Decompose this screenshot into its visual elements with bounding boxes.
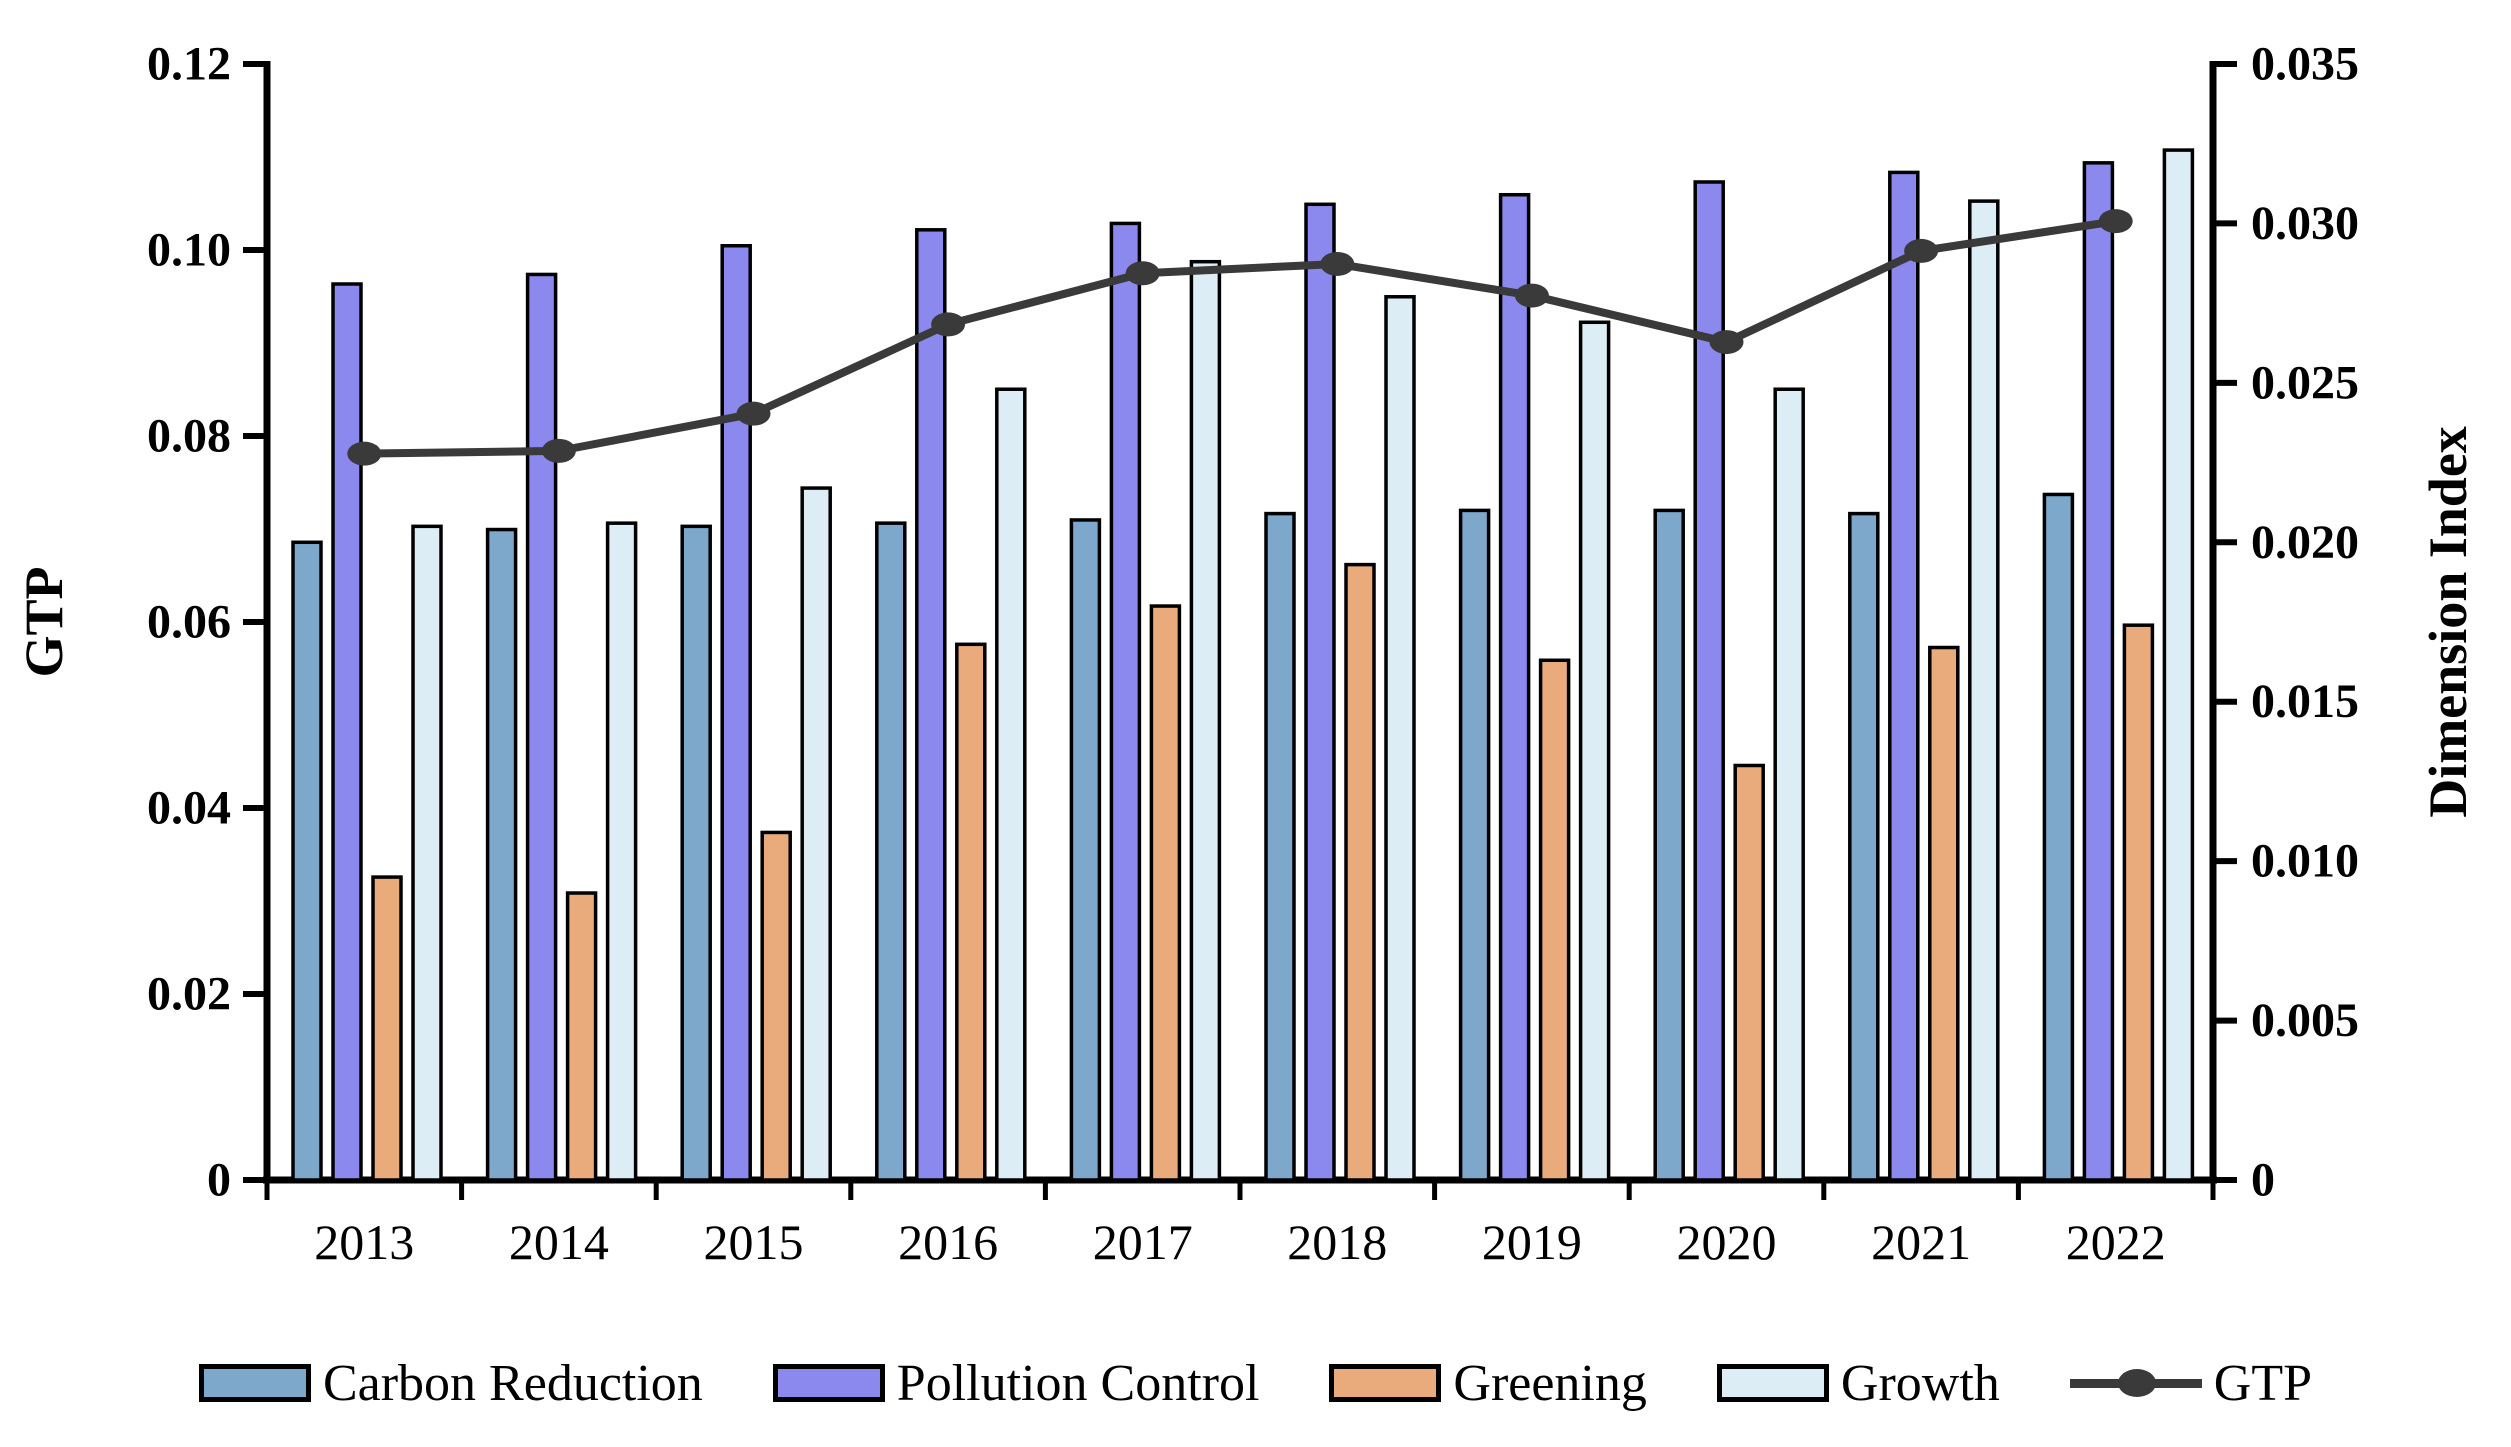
legend-item-carbon-reduction: Carbon Reduction xyxy=(198,1354,703,1413)
tick-and-year-labels: 0 0.02 0.04 0.06 0.08 0.10 0.12 0 0.005 0.010 0.01… xyxy=(147,38,2359,1271)
bar-carbon-reduction-2017 xyxy=(1069,518,1102,1182)
bar-greening-2016 xyxy=(955,642,987,1182)
legend-label: Carbon Reduction xyxy=(322,1354,703,1412)
legend-label: GTP xyxy=(2213,1354,2313,1412)
bar-growth-2022 xyxy=(2162,148,2195,1182)
x-axis-year-label: 2020 xyxy=(1677,1214,1777,1270)
left-tick-label: 0.12 xyxy=(147,38,231,91)
bar-greening-2015 xyxy=(760,830,792,1182)
bar-greening-2014 xyxy=(565,891,598,1182)
legend-label: Growth xyxy=(1840,1354,2000,1412)
bar-growth-2017 xyxy=(1189,259,1222,1182)
bar-pollution-control-2021 xyxy=(1888,170,1920,1182)
right-tick-label: 0.020 xyxy=(2251,516,2359,569)
right-tick-label: 0.030 xyxy=(2251,197,2359,250)
bar-greening-2021 xyxy=(1928,645,1960,1182)
bar-carbon-reduction-2015 xyxy=(680,524,712,1182)
x-axis-year-label: 2017 xyxy=(1093,1214,1193,1270)
chart-legend: Carbon Reduction Pollution Control Greenin… xyxy=(0,1338,2511,1428)
legend-item-gtp: GTP xyxy=(2069,1354,2313,1413)
gtp-marker-2013 xyxy=(347,441,382,466)
legend-item-pollution-control: Pollution Control xyxy=(772,1354,1260,1413)
bar-greening-2020 xyxy=(1733,763,1765,1182)
bar-carbon-reduction-2016 xyxy=(875,521,907,1182)
bar-carbon-reduction-2021 xyxy=(1848,511,1880,1182)
legend-swatch xyxy=(1329,1364,1442,1402)
legend-swatch xyxy=(772,1364,885,1402)
left-tick-label: 0.02 xyxy=(147,968,231,1021)
gtp-marker-2016 xyxy=(931,312,966,337)
right-tick-label: 0.005 xyxy=(2251,994,2359,1047)
bar-growth-2013 xyxy=(411,524,443,1182)
gtp-marker-2015 xyxy=(736,401,771,426)
bar-carbon-reduction-2020 xyxy=(1653,508,1685,1182)
bar-pollution-control-2017 xyxy=(1109,221,1142,1182)
x-axis-year-label: 2018 xyxy=(1287,1214,1387,1270)
bar-greening-2018 xyxy=(1344,562,1376,1182)
legend-item-growth: Growth xyxy=(1716,1354,2000,1413)
x-axis-year-label: 2022 xyxy=(2066,1214,2166,1270)
bar-carbon-reduction-2022 xyxy=(2042,492,2075,1182)
bar-growth-2014 xyxy=(605,521,638,1182)
bar-pollution-control-2015 xyxy=(720,243,752,1182)
legend-label: Pollution Control xyxy=(896,1354,1260,1412)
legend-swatch xyxy=(198,1364,311,1402)
bar-growth-2015 xyxy=(800,486,832,1182)
bar-growth-2016 xyxy=(995,387,1027,1182)
gtp-marker-2021 xyxy=(1904,238,1939,263)
gtp-marker-2018 xyxy=(1320,251,1355,276)
right-tick-label: 0.025 xyxy=(2251,356,2359,409)
legend-swatch xyxy=(1716,1364,1829,1402)
legend-line-marker xyxy=(2069,1368,2202,1398)
bar-greening-2022 xyxy=(2122,623,2155,1182)
x-axis-year-label: 2019 xyxy=(1482,1214,1582,1270)
bar-growth-2018 xyxy=(1384,295,1416,1182)
x-axis-year-label: 2016 xyxy=(898,1214,998,1270)
right-tick-label: 0.010 xyxy=(2251,835,2359,888)
gtp-marker-2022 xyxy=(2098,209,2133,234)
gtp-marker-2014 xyxy=(541,438,576,463)
bar-carbon-reduction-2019 xyxy=(1458,508,1491,1182)
bar-greening-2017 xyxy=(1149,604,1182,1182)
bar-pollution-control-2014 xyxy=(525,272,558,1182)
bar-growth-2021 xyxy=(1968,199,2000,1182)
bar-carbon-reduction-2013 xyxy=(291,540,323,1182)
x-axis-year-label: 2013 xyxy=(314,1214,414,1270)
bar-pollution-control-2016 xyxy=(915,228,947,1182)
bar-carbon-reduction-2014 xyxy=(485,527,518,1182)
left-tick-label: 0 xyxy=(207,1154,231,1207)
left-tick-label: 0.06 xyxy=(147,596,231,649)
x-axis-year-label: 2021 xyxy=(1871,1214,1971,1270)
left-tick-label: 0.04 xyxy=(147,782,231,835)
bars-layer xyxy=(291,148,2195,1182)
bar-carbon-reduction-2018 xyxy=(1264,511,1296,1182)
gtp-line xyxy=(364,217,2117,458)
right-tick-label: 0 xyxy=(2251,1154,2275,1207)
bar-pollution-control-2022 xyxy=(2082,161,2115,1182)
x-axis-year-label: 2014 xyxy=(509,1214,609,1270)
gtp-marker-2019 xyxy=(1514,283,1549,308)
x-axis-year-label: 2015 xyxy=(704,1214,804,1270)
legend-line-dot xyxy=(2117,1369,2156,1397)
right-axis-title: Dimension Index xyxy=(2418,426,2478,818)
legend-item-greening: Greening xyxy=(1329,1354,1647,1413)
right-tick-label: 0.035 xyxy=(2251,38,2359,91)
bar-growth-2020 xyxy=(1773,387,1805,1182)
left-axis-title: GTP xyxy=(14,566,74,677)
bar-greening-2013 xyxy=(371,875,403,1182)
bar-pollution-control-2013 xyxy=(331,282,363,1182)
left-tick-label: 0.10 xyxy=(147,224,231,277)
bar-growth-2019 xyxy=(1578,320,1611,1182)
legend-label: Greening xyxy=(1453,1354,1647,1412)
bar-pollution-control-2019 xyxy=(1498,192,1531,1182)
gtp-marker-2017 xyxy=(1125,261,1160,286)
bar-pollution-control-2018 xyxy=(1304,202,1336,1182)
gtp-marker-2020 xyxy=(1709,330,1744,355)
right-tick-label: 0.015 xyxy=(2251,675,2359,728)
bar-greening-2019 xyxy=(1538,658,1571,1182)
gtp-line-layer xyxy=(347,209,2133,466)
left-tick-label: 0.08 xyxy=(147,410,231,463)
